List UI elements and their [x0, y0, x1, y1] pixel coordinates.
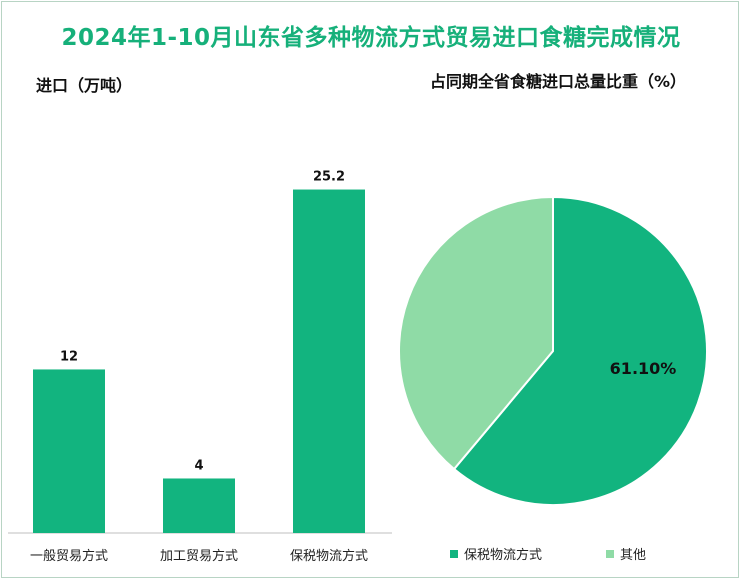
bar-2 — [163, 478, 235, 533]
legend-label-1: 保税物流方式 — [464, 547, 542, 563]
bar-1 — [33, 369, 105, 533]
x-tick-label-3: 保税物流方式 — [290, 548, 368, 564]
x-tick-label-2: 加工贸易方式 — [160, 548, 238, 564]
legend-label-2: 其他 — [620, 548, 646, 563]
bar-chart-subtitle: 进口（万吨） — [36, 76, 133, 95]
chart-title: 2024年1-10月山东省多种物流方式贸易进口食糖完成情况 — [61, 25, 681, 51]
bar-value-label-1: 12 — [60, 349, 78, 364]
bar-value-label-3: 25.2 — [313, 170, 345, 185]
legend-swatch-2 — [606, 550, 614, 558]
legend-swatch-1 — [450, 550, 458, 558]
pie-slice-2 — [398, 195, 554, 471]
pie-chart-subtitle: 占同期全省食糖进口总量比重（%） — [430, 72, 687, 91]
bar-3 — [293, 189, 365, 534]
pie-value-label: 61.10% — [610, 359, 677, 378]
bar-value-label-2: 4 — [194, 458, 203, 473]
x-tick-label-1: 一般贸易方式 — [30, 548, 108, 564]
pie-slice-1 — [452, 195, 708, 506]
